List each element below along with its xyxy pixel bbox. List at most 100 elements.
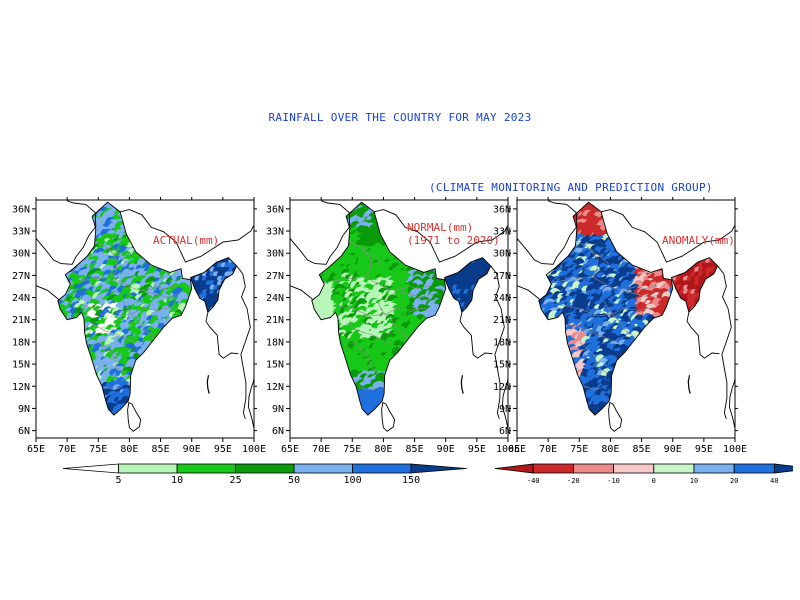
- lat-tick-label: 18N: [12, 337, 30, 348]
- colorbar-segment: [572, 463, 614, 474]
- lon-tick-label: 90E: [183, 444, 201, 455]
- normal-rainfall-map: 65E 70E 75E 80E 85E 90E 95E 100E 36N 33N 30N 27N 24N…: [254, 197, 520, 458]
- lon-tick-label: 70E: [539, 444, 557, 455]
- lon-tick-label: 95E: [214, 444, 232, 455]
- colorbar-segment: [293, 463, 353, 474]
- colorbar-segment: [532, 463, 574, 474]
- lon-tick-label: 75E: [570, 444, 588, 455]
- lon-tick-label: 85E: [152, 444, 170, 455]
- colorbar-segment: [352, 463, 412, 474]
- colorbar-tick-label: 10: [690, 477, 698, 485]
- lat-tick-label: 33N: [493, 227, 511, 238]
- colorbar-tick-label: 40: [770, 477, 778, 485]
- lat-tick-label: 18N: [266, 337, 284, 348]
- lon-tick-label: 95E: [468, 444, 486, 455]
- colorbar-segment: [653, 463, 695, 474]
- actual-panel-label: ACTUAL(mm): [153, 234, 220, 247]
- lat-tick-label: 6N: [499, 426, 511, 437]
- anomaly-colorbar-segments: [494, 463, 800, 474]
- lat-tick-label: 15N: [12, 360, 30, 371]
- colorbar-tick-label: -20: [567, 477, 580, 485]
- colorbar-tick-label: -40: [527, 477, 540, 485]
- rainfall-colorbar-segments: [62, 463, 467, 474]
- colorbar-tick-label: 10: [171, 475, 183, 486]
- lon-tick-label: 100E: [496, 444, 520, 455]
- lat-tick-label: 15N: [266, 360, 284, 371]
- lat-tick-label: 24N: [493, 293, 511, 304]
- colorbar-segment: [118, 463, 178, 474]
- colorbar-low-arrow: [494, 463, 534, 474]
- lon-tick-label: 100E: [242, 444, 266, 455]
- lon-tick-label: 95E: [695, 444, 713, 455]
- anomaly-panel-label: ANOMALY(mm): [662, 234, 735, 247]
- lon-tick-label: 90E: [437, 444, 455, 455]
- colorbar-high-arrow: [410, 463, 467, 474]
- colorbar-tick-label: 50: [288, 475, 300, 486]
- lat-tick-label: 36N: [12, 204, 30, 215]
- lon-tick-label: 65E: [27, 444, 45, 455]
- lat-tick-label: 6N: [272, 426, 284, 437]
- lat-tick-label: 33N: [266, 227, 284, 238]
- colorbar-segment: [613, 463, 655, 474]
- lon-tick-label: 65E: [281, 444, 299, 455]
- axis-ticks: 65E 70E 75E 80E 85E 90E 95E 100E 36N 33N 30N 27N 24N…: [266, 197, 520, 455]
- lat-tick-label: 27N: [12, 271, 30, 282]
- map-subtitle: (CLIMATE MONITORING AND PREDICTION GROUP…: [429, 181, 713, 194]
- anomaly-rainfall-map: 65E 70E 75E 80E 85E 90E 95E 100E 36N 33N 30N 27N 24N…: [481, 197, 771, 458]
- northeast-field: [671, 257, 718, 313]
- colorbar-segment: [693, 463, 735, 474]
- colorbar-tick-label: 20: [730, 477, 738, 485]
- normal-panel-label: NORMAL(mm): [407, 221, 474, 234]
- map-frame: [289, 199, 509, 439]
- colorbar-tick-label: 25: [230, 475, 242, 486]
- lat-tick-label: 9N: [272, 404, 284, 415]
- lat-tick-label: 30N: [493, 249, 511, 260]
- coastline-borders: [35, 200, 255, 432]
- lat-tick-label: 36N: [266, 204, 284, 215]
- lat-tick-label: 9N: [18, 404, 30, 415]
- colorbar-tick-label: 0: [652, 477, 656, 485]
- colorbar-tick-label: 100: [344, 475, 362, 486]
- lat-tick-label: 24N: [266, 293, 284, 304]
- lat-tick-label: 9N: [499, 404, 511, 415]
- colorbar-segment: [235, 463, 295, 474]
- lat-tick-label: 21N: [266, 315, 284, 326]
- axis-ticks: 65E 70E 75E 80E 85E 90E 95E 100E 36N 33N 30N 27N 24N…: [12, 197, 266, 455]
- lat-tick-label: 33N: [12, 227, 30, 238]
- axis-ticks: 65E 70E 75E 80E 85E 90E 95E 100E 36N 33N 30N 27N 24N…: [493, 197, 747, 455]
- lat-tick-label: 30N: [12, 249, 30, 260]
- map-frame: [35, 199, 255, 439]
- northeast-field: [190, 257, 237, 313]
- lon-tick-label: 75E: [343, 444, 361, 455]
- lon-tick-label: 85E: [633, 444, 651, 455]
- lat-tick-label: 27N: [266, 271, 284, 282]
- state-boundaries: [67, 238, 180, 391]
- lon-tick-label: 65E: [508, 444, 526, 455]
- actual-rainfall-map: 65E 70E 75E 80E 85E 90E 95E 100E 36N 33N 30N 27N 24N…: [0, 197, 266, 458]
- lat-tick-label: 12N: [12, 382, 30, 393]
- lon-tick-label: 80E: [120, 444, 138, 455]
- coastline-borders: [289, 200, 509, 432]
- lon-tick-label: 85E: [406, 444, 424, 455]
- colorbar-low-arrow: [62, 463, 119, 474]
- lat-tick-label: 18N: [493, 337, 511, 348]
- lat-tick-label: 21N: [12, 315, 30, 326]
- coastline-borders: [516, 200, 736, 432]
- colorbar-segment: [733, 463, 775, 474]
- colorbar-high-arrow: [773, 463, 800, 474]
- map-frame: [516, 199, 736, 439]
- normal-panel-period: (1971 to 2020): [407, 234, 500, 247]
- lat-tick-label: 6N: [18, 426, 30, 437]
- lat-tick-label: 36N: [493, 204, 511, 215]
- lon-tick-label: 70E: [58, 444, 76, 455]
- lon-tick-label: 70E: [312, 444, 330, 455]
- colorbar-tick-label: -10: [607, 477, 620, 485]
- lon-tick-label: 100E: [723, 444, 747, 455]
- rainfall-field: [538, 202, 673, 416]
- lat-tick-label: 27N: [493, 271, 511, 282]
- lat-tick-label: 12N: [266, 382, 284, 393]
- rainfall-colorbar: 5 10 25 50 100 150: [60, 460, 480, 494]
- lat-tick-label: 12N: [493, 382, 511, 393]
- colorbar-tick-label: 5: [116, 475, 122, 486]
- state-boundaries: [321, 238, 434, 391]
